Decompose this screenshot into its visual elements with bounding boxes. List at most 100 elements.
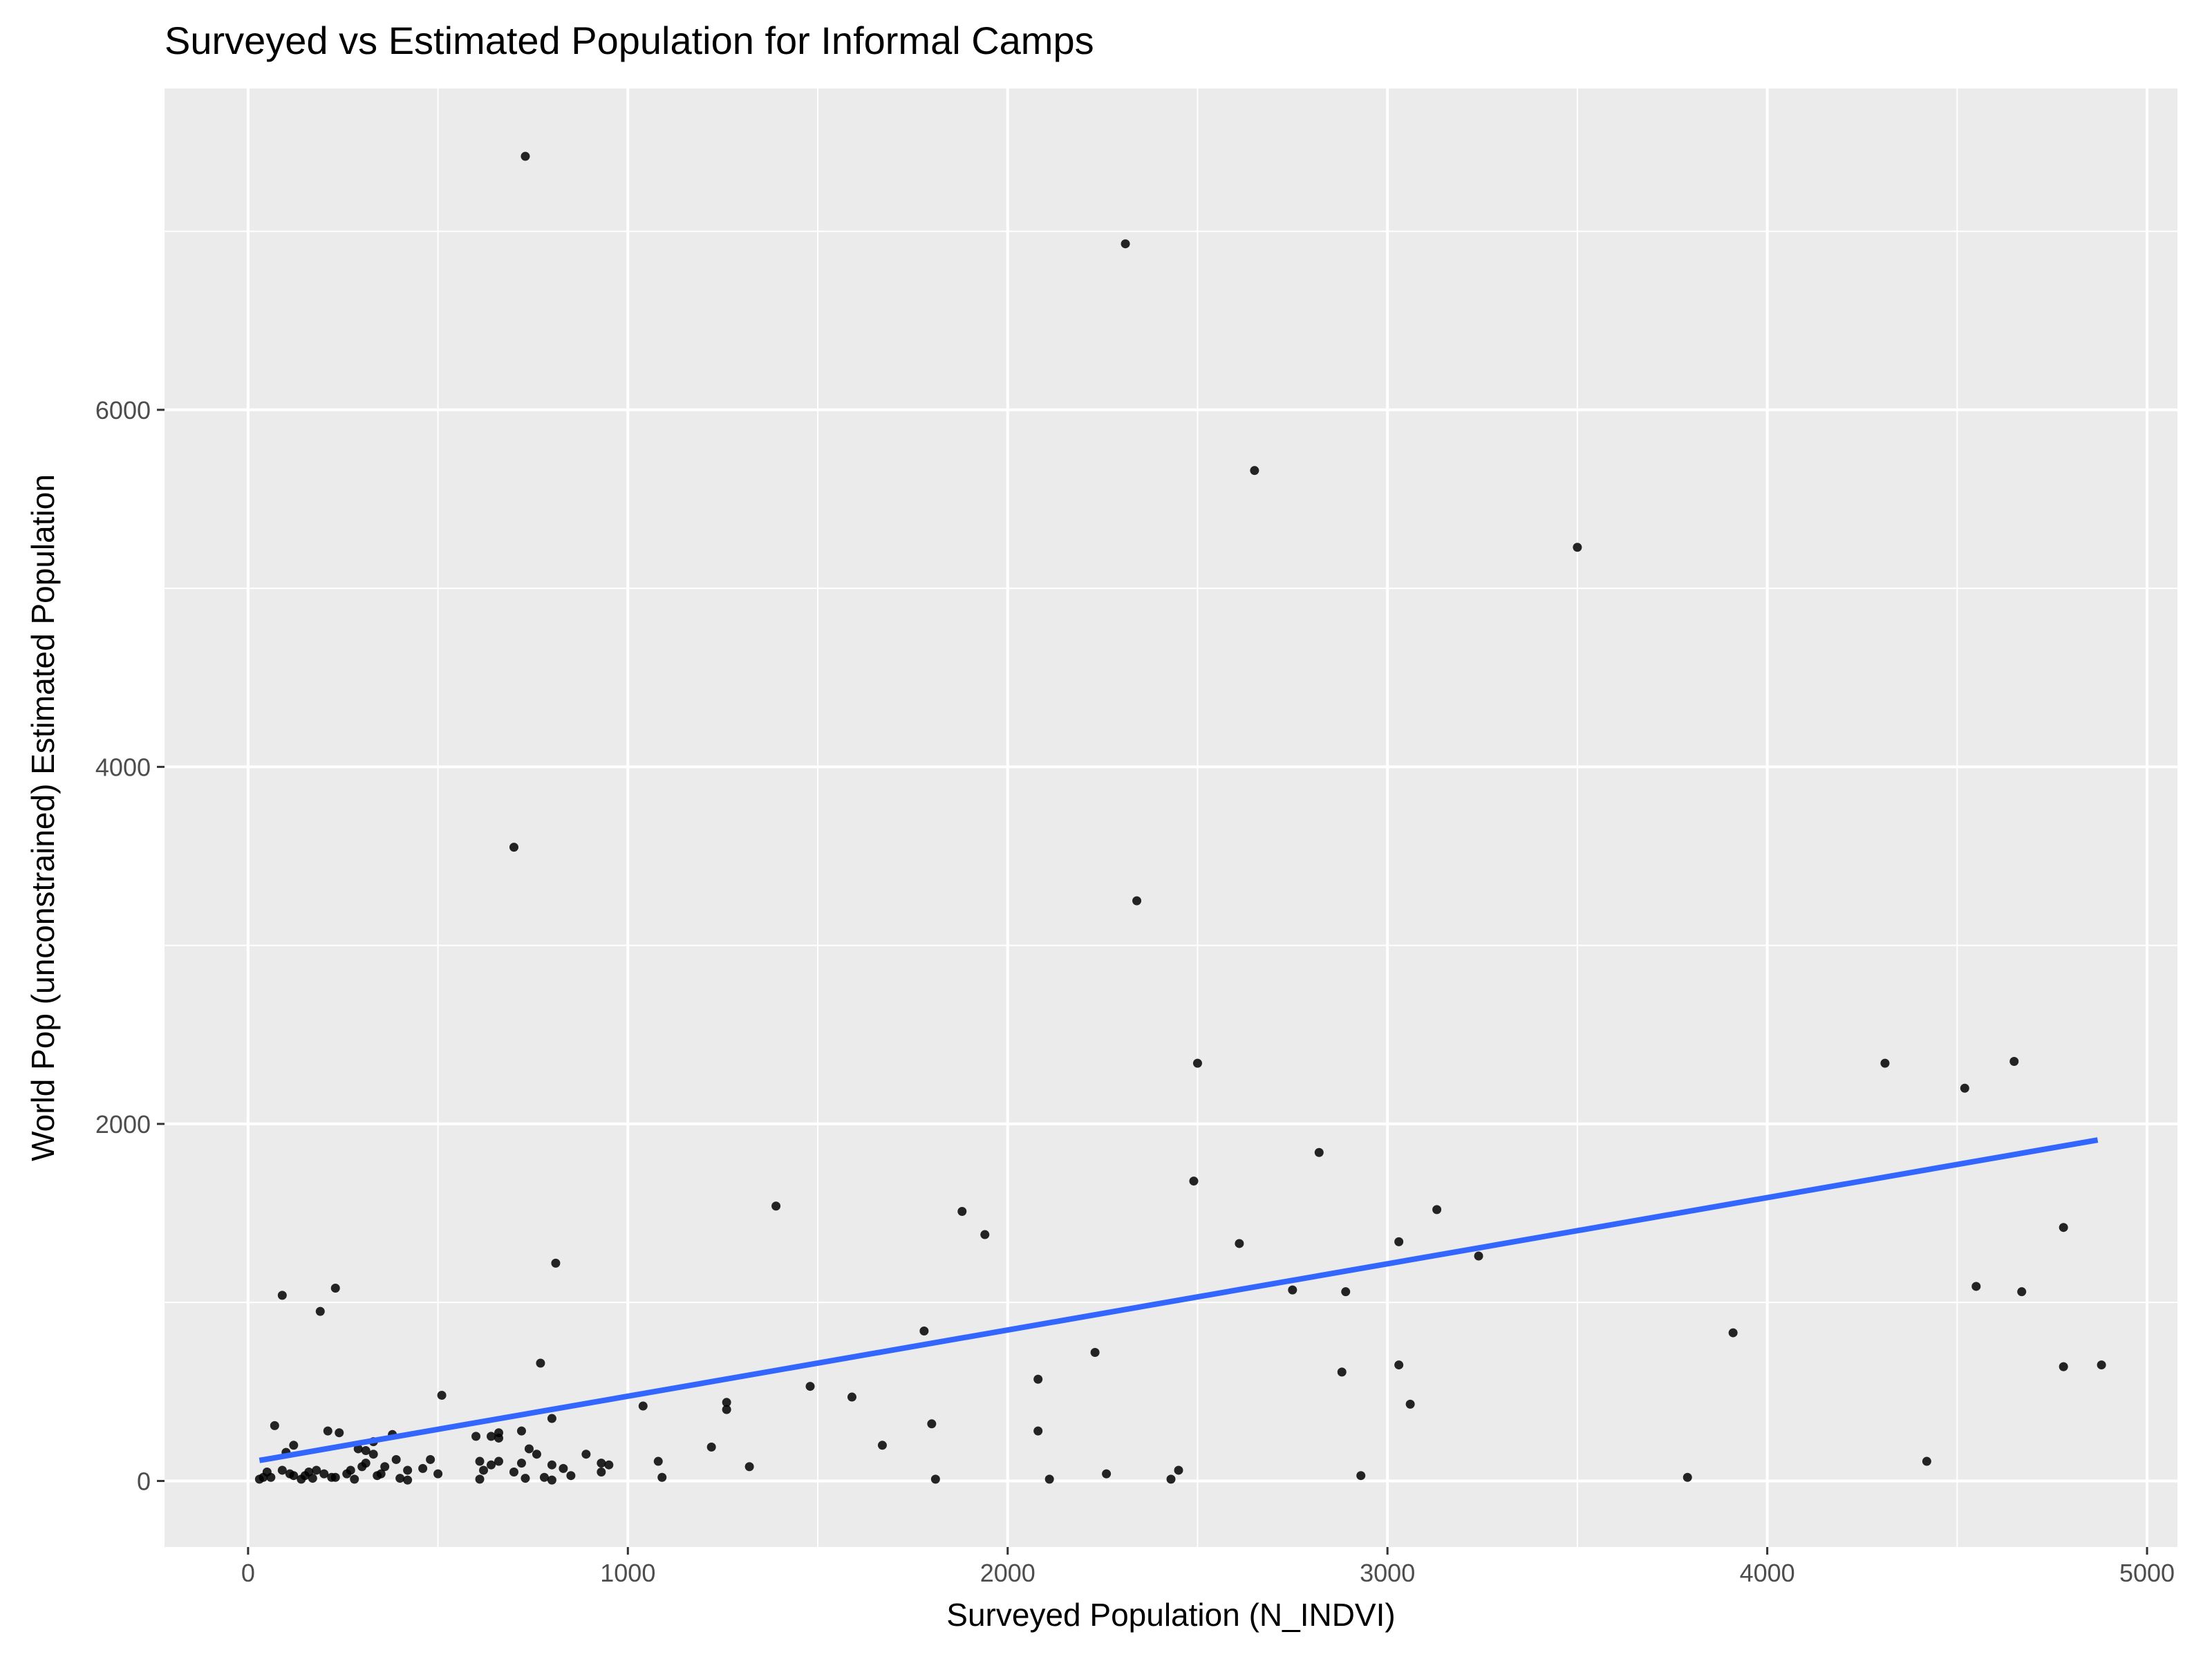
data-point	[487, 1432, 496, 1441]
data-point	[259, 1472, 268, 1482]
data-point	[353, 1444, 363, 1454]
data-point	[1341, 1287, 1351, 1297]
data-point	[277, 1291, 287, 1300]
trend-line	[259, 1137, 2099, 1463]
x-tick-label: 3000	[1360, 1559, 1415, 1587]
y-tick-label: 0	[137, 1467, 151, 1495]
data-point	[524, 1444, 534, 1454]
data-point	[266, 1472, 276, 1482]
data-point	[516, 1426, 526, 1436]
chart-title: Surveyed vs Estimated Population for Inf…	[165, 19, 1094, 62]
data-point	[2059, 1362, 2068, 1371]
data-point	[1235, 1239, 1244, 1248]
data-point	[638, 1401, 648, 1411]
data-point	[547, 1414, 556, 1423]
data-point	[300, 1471, 310, 1481]
data-point	[1250, 466, 1259, 476]
data-point	[1033, 1374, 1043, 1384]
trend-line-group	[259, 1137, 2099, 1463]
data-point	[1474, 1251, 1483, 1261]
data-point	[391, 1454, 401, 1464]
data-point	[980, 1230, 990, 1239]
data-point	[475, 1456, 485, 1466]
data-point	[494, 1433, 504, 1443]
data-point	[722, 1398, 731, 1407]
data-point	[771, 1201, 781, 1211]
x-tick-label: 0	[241, 1559, 255, 1587]
data-point	[1960, 1083, 1969, 1093]
data-point	[1394, 1360, 1404, 1370]
data-point	[516, 1459, 526, 1468]
data-point	[547, 1460, 556, 1470]
data-point	[1174, 1465, 1183, 1475]
data-point	[319, 1469, 329, 1479]
data-point	[361, 1459, 371, 1468]
data-point	[376, 1469, 386, 1479]
data-point	[805, 1382, 815, 1391]
data-point	[566, 1471, 576, 1481]
data-point	[597, 1459, 606, 1468]
data-point	[521, 151, 530, 161]
data-point	[604, 1460, 614, 1470]
data-point	[350, 1474, 359, 1484]
data-point	[847, 1392, 856, 1402]
data-point	[2097, 1360, 2106, 1370]
x-tick-label: 5000	[2119, 1559, 2175, 1587]
data-point	[509, 1468, 518, 1477]
data-point	[433, 1469, 443, 1479]
data-point	[475, 1474, 485, 1484]
data-point	[1394, 1237, 1404, 1246]
data-point	[930, 1474, 940, 1484]
x-tick-label: 4000	[1740, 1559, 1795, 1587]
data-point	[1432, 1205, 1442, 1215]
data-point	[323, 1426, 332, 1436]
data-point	[559, 1463, 568, 1473]
data-point	[330, 1284, 340, 1293]
y-axis-title: World Pop (unconstrained) Estimated Popu…	[25, 474, 61, 1161]
data-point	[1880, 1058, 1890, 1068]
data-point	[270, 1421, 279, 1430]
data-point	[1189, 1177, 1199, 1186]
data-point	[2017, 1287, 2027, 1297]
data-point	[368, 1450, 378, 1459]
data-point	[532, 1450, 541, 1459]
data-point	[509, 843, 518, 852]
data-point	[1288, 1285, 1297, 1295]
data-point	[1337, 1367, 1347, 1377]
data-point	[346, 1465, 355, 1475]
data-point	[539, 1472, 549, 1482]
data-point	[487, 1460, 496, 1470]
x-axis-ticks: 0 1000 2000 3000 4000 5000	[241, 1547, 2175, 1587]
data-point	[289, 1441, 299, 1450]
x-axis-title: Surveyed Population (N_INDVI)	[946, 1597, 1395, 1633]
data-point	[1573, 543, 1582, 552]
data-point	[653, 1456, 663, 1466]
data-point	[1683, 1472, 1692, 1482]
data-point	[1166, 1474, 1176, 1484]
data-point	[1044, 1474, 1054, 1484]
data-point	[361, 1446, 371, 1456]
data-point	[1090, 1347, 1100, 1357]
data-point	[1356, 1471, 1366, 1481]
data-point	[437, 1390, 447, 1400]
data-point	[927, 1419, 937, 1429]
y-tick-label: 2000	[95, 1110, 151, 1138]
major-gridlines	[165, 88, 2177, 1547]
data-point	[744, 1462, 754, 1472]
data-point	[330, 1472, 340, 1482]
data-point	[547, 1475, 556, 1485]
y-tick-label: 4000	[95, 753, 151, 781]
data-point	[418, 1463, 428, 1473]
data-point	[426, 1454, 435, 1464]
plot-panel	[165, 88, 2177, 1547]
data-point	[1033, 1426, 1043, 1436]
data-point	[1102, 1469, 1112, 1479]
data-points	[254, 151, 2106, 1485]
data-point	[919, 1327, 929, 1336]
data-point	[380, 1462, 390, 1472]
data-point	[597, 1468, 606, 1477]
data-point	[479, 1465, 489, 1475]
data-point	[277, 1465, 287, 1475]
data-point	[1405, 1399, 1415, 1409]
